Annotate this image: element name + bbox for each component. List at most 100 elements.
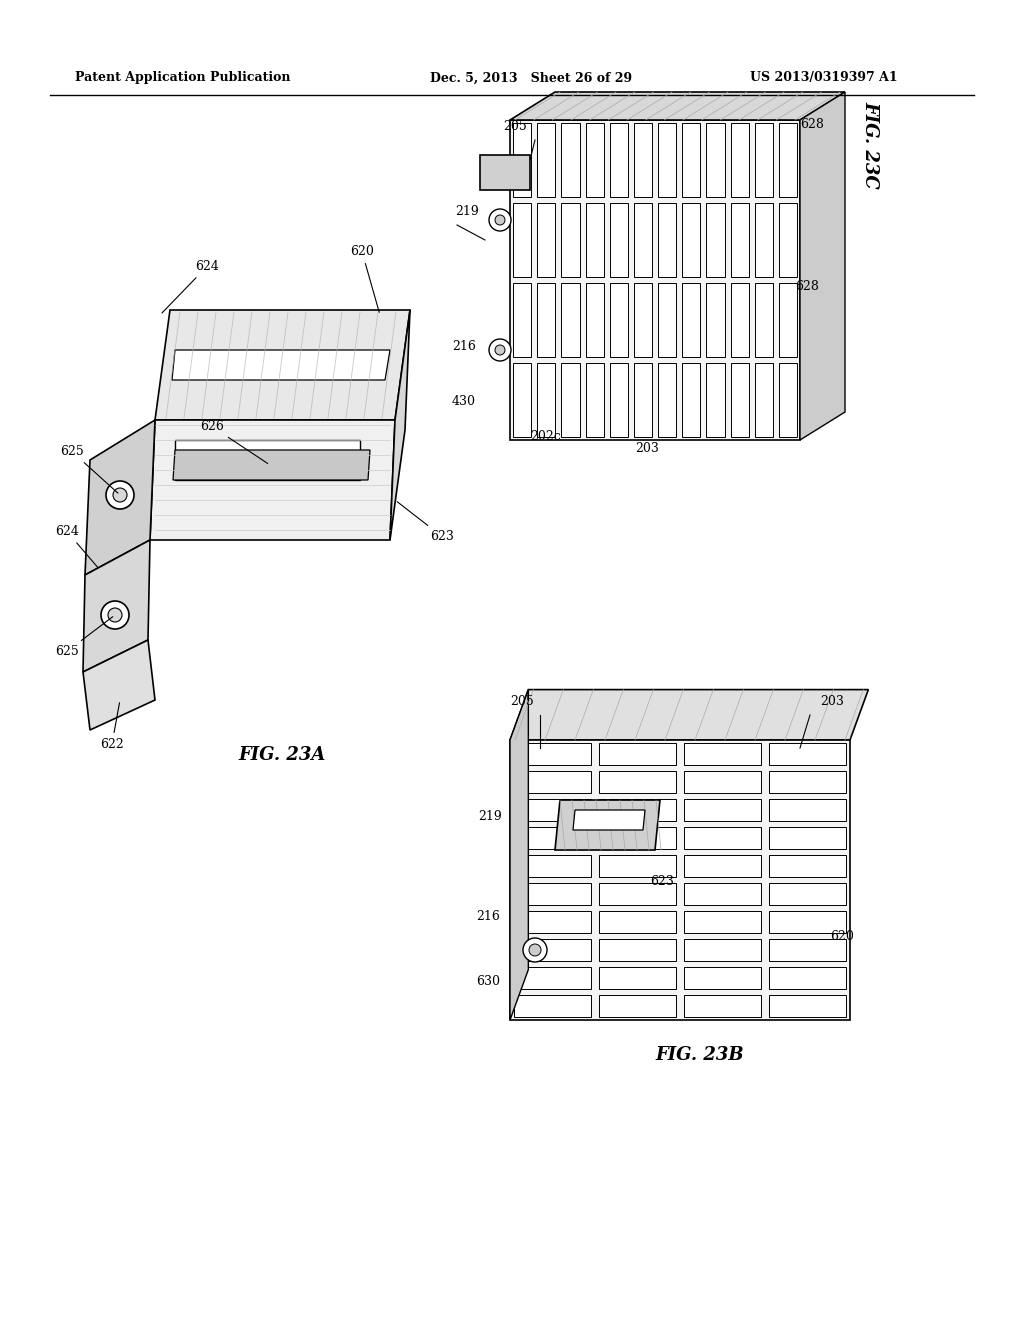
Bar [514,771,591,793]
Bar [599,968,676,989]
Bar [634,363,652,437]
Bar [561,363,580,437]
Polygon shape [800,92,845,440]
Text: 630: 630 [476,975,500,987]
Text: 203: 203 [635,442,658,455]
Bar [684,855,761,876]
Bar [779,282,797,356]
Text: 628: 628 [795,280,819,293]
Text: 623: 623 [397,502,454,543]
Text: FIG. 23C: FIG. 23C [861,102,879,189]
Text: Dec. 5, 2013   Sheet 26 of 29: Dec. 5, 2013 Sheet 26 of 29 [430,71,632,84]
Bar [513,203,531,277]
Bar [514,995,591,1016]
Polygon shape [155,310,410,420]
Circle shape [495,215,505,224]
Circle shape [101,601,129,630]
Bar [599,911,676,933]
Polygon shape [83,640,155,730]
Text: 219: 219 [478,810,502,822]
Bar [561,123,580,197]
Polygon shape [172,350,390,380]
Bar [769,939,846,961]
Text: 216: 216 [452,341,476,352]
Bar [755,123,773,197]
Polygon shape [510,92,845,120]
Bar [769,968,846,989]
Bar [513,123,531,197]
Bar [779,203,797,277]
Bar [634,282,652,356]
Circle shape [523,939,547,962]
Text: 202c: 202c [530,430,561,444]
Bar [599,855,676,876]
Bar [658,203,676,277]
Bar [684,968,761,989]
Circle shape [113,488,127,502]
Circle shape [529,944,541,956]
Text: 620: 620 [350,246,379,313]
Bar [730,123,749,197]
Bar [634,203,652,277]
Bar [514,828,591,849]
Bar [769,828,846,849]
Bar [755,203,773,277]
Bar [684,939,761,961]
Bar [538,123,555,197]
Bar [769,743,846,766]
Polygon shape [390,310,410,540]
Bar [682,363,700,437]
Circle shape [489,339,511,360]
Bar [730,363,749,437]
Polygon shape [85,420,155,576]
Polygon shape [480,154,530,190]
Bar [538,203,555,277]
Bar [684,828,761,849]
Bar [599,799,676,821]
Text: 219: 219 [455,205,479,218]
Circle shape [108,609,122,622]
Bar [538,363,555,437]
Text: 624: 624 [162,260,219,313]
Bar [586,203,604,277]
Bar [707,282,725,356]
Text: US 2013/0319397 A1: US 2013/0319397 A1 [750,71,898,84]
Bar [514,968,591,989]
Text: Patent Application Publication: Patent Application Publication [75,71,291,84]
Bar [599,771,676,793]
Bar [769,799,846,821]
Polygon shape [175,440,360,480]
Bar [684,799,761,821]
Bar [514,855,591,876]
Bar [599,743,676,766]
Text: 205: 205 [510,696,534,708]
Bar [561,203,580,277]
Bar [609,363,628,437]
Bar [599,995,676,1016]
Polygon shape [555,800,660,850]
Bar [769,995,846,1016]
Bar [513,363,531,437]
Bar [769,883,846,906]
Text: 628: 628 [800,117,824,131]
Bar [514,799,591,821]
Bar [586,282,604,356]
Bar [684,743,761,766]
Bar [779,123,797,197]
Circle shape [489,209,511,231]
Bar [658,363,676,437]
Bar [538,282,555,356]
Bar [514,911,591,933]
Text: 624: 624 [55,525,98,568]
Bar [682,203,700,277]
Polygon shape [83,540,150,672]
Text: 205: 205 [503,120,526,133]
Text: FIG. 23B: FIG. 23B [655,1045,744,1064]
Bar [658,282,676,356]
Bar [682,123,700,197]
Bar [730,203,749,277]
Bar [684,995,761,1016]
Polygon shape [173,450,370,480]
Bar [599,828,676,849]
Bar [684,883,761,906]
